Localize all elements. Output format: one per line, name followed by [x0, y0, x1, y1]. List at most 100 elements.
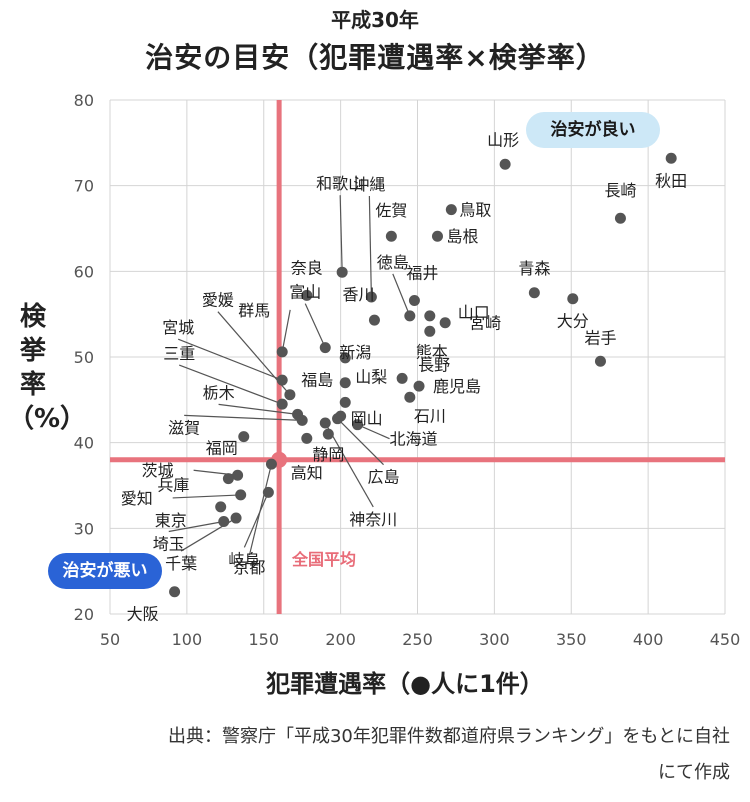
point-label: 滋賀 — [168, 418, 200, 437]
y-tick-label: 40 — [74, 434, 94, 453]
data-point — [339, 396, 351, 408]
point-label: 兵庫 — [157, 476, 189, 495]
point-label: 和歌山 — [316, 174, 364, 193]
point-label: 熊本 — [416, 342, 448, 361]
data-point — [368, 314, 380, 326]
chart-title: 治安の目安（犯罪遭遇率×検挙率） — [145, 41, 605, 74]
point-label: 岩手 — [584, 328, 616, 347]
point-label: 三重 — [163, 344, 195, 363]
data-point — [499, 158, 511, 170]
point-label: 宮崎 — [469, 314, 501, 333]
point-label: 高知 — [291, 463, 323, 482]
point-label: 千葉 — [165, 554, 197, 573]
leader-line — [172, 494, 241, 499]
data-point — [301, 289, 313, 301]
point-label: 徳島 — [377, 253, 409, 272]
point-label: 群馬 — [238, 301, 270, 320]
point-label: 福井 — [406, 263, 438, 282]
x-tick-label: 450 — [710, 630, 741, 649]
national-average-label: 全国平均 — [292, 550, 357, 569]
data-point — [276, 374, 288, 386]
data-point — [276, 346, 288, 358]
point-label: 北海道 — [390, 430, 438, 449]
data-point — [404, 391, 416, 403]
leader-lines — [168, 195, 411, 556]
data-point — [396, 372, 408, 384]
data-point — [262, 486, 274, 498]
point-label: 栃木 — [203, 383, 235, 402]
point-label: 島根 — [446, 227, 478, 246]
point-label: 東京 — [155, 511, 187, 530]
data-points — [169, 152, 677, 598]
data-point — [332, 413, 344, 425]
data-point — [319, 417, 331, 429]
data-point — [339, 352, 351, 364]
y-tick-label: 50 — [74, 348, 94, 367]
point-label: 埼玉 — [153, 534, 185, 553]
point-label: 福島 — [301, 370, 333, 389]
leader-line — [248, 463, 273, 556]
y-tick-label: 30 — [74, 519, 94, 538]
data-point — [265, 458, 277, 470]
data-point — [301, 432, 313, 444]
point-label: 香川 — [342, 285, 374, 304]
data-point — [169, 586, 181, 598]
y-tick-label: 60 — [74, 262, 94, 281]
data-point — [424, 325, 436, 337]
point-label: 山形 — [487, 130, 519, 149]
x-tick-label: 400 — [633, 630, 664, 649]
chart-subtitle: 平成30年 — [331, 8, 419, 32]
leader-line — [392, 273, 411, 317]
point-label: 新潟 — [339, 343, 371, 362]
point-label: 宮城 — [162, 318, 194, 337]
y-tick-label: 80 — [74, 91, 94, 110]
point-label: 山梨 — [355, 368, 387, 387]
data-point — [322, 428, 334, 440]
leader-line — [368, 196, 372, 298]
data-point — [218, 515, 230, 527]
point-label: 佐賀 — [375, 201, 407, 220]
point-label: 長崎 — [604, 181, 636, 200]
bad-safety-badge: 治安が悪い — [48, 553, 162, 589]
data-point — [665, 152, 677, 164]
data-point — [352, 419, 364, 431]
leader-line — [178, 364, 283, 405]
data-point — [385, 230, 397, 242]
leader-line — [177, 338, 283, 381]
data-point — [431, 230, 443, 242]
x-tick-label: 250 — [402, 630, 433, 649]
point-label: 秋田 — [655, 171, 687, 190]
x-tick-label: 300 — [479, 630, 510, 649]
data-point — [336, 266, 348, 278]
leader-line — [168, 520, 224, 533]
x-tick-label: 100 — [172, 630, 203, 649]
x-tick-label: 350 — [556, 630, 587, 649]
point-label: 福岡 — [206, 439, 238, 458]
leader-line — [324, 422, 374, 508]
y-tick-label: 70 — [74, 177, 94, 196]
good-safety-badge: 治安が良い — [526, 112, 660, 148]
data-point — [230, 512, 242, 524]
leader-line — [218, 403, 298, 415]
leader-line — [337, 418, 384, 466]
leader-line — [304, 303, 326, 348]
y-tick-label: 20 — [74, 605, 94, 624]
data-point — [439, 317, 451, 329]
data-point — [528, 287, 540, 299]
point-label: 奈良 — [291, 258, 323, 277]
point-label: 鳥取 — [459, 201, 491, 220]
point-label: 愛知 — [121, 489, 153, 508]
point-label: 広島 — [368, 468, 400, 487]
point-label: 大分 — [557, 312, 589, 331]
point-label: 富山 — [289, 283, 321, 302]
leader-line — [357, 424, 390, 440]
point-label: 石川 — [414, 406, 446, 425]
point-label: 大阪 — [127, 605, 159, 624]
data-point — [424, 310, 436, 322]
point-label: 京都 — [233, 558, 265, 577]
data-point — [365, 291, 377, 303]
data-point — [276, 398, 288, 410]
data-point — [594, 355, 606, 367]
data-point — [567, 293, 579, 305]
